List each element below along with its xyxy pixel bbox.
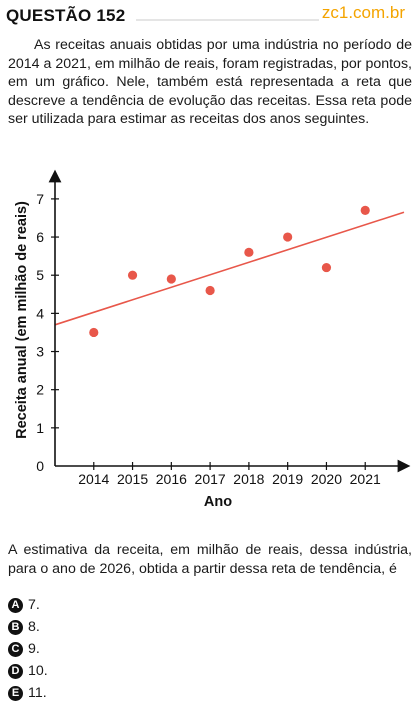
option-a[interactable]: A 7. [8,594,48,616]
question-number: QUESTÃO 152 [6,6,126,25]
option-b[interactable]: B 8. [8,616,48,638]
x-tick-label-2016: 2016 [156,471,187,487]
question-prompt: A estimativa da receita, em milhão de re… [8,542,412,577]
y-tick-label-4: 4 [36,305,44,321]
x-tick-label-2014: 2014 [78,471,109,487]
x-tick-label-2018: 2018 [233,471,264,487]
option-d[interactable]: D 10. [8,660,48,682]
question-statement: As receitas anuais obtidas por uma indús… [8,37,412,128]
y-tick-label-6: 6 [36,229,44,245]
data-point-2014 [89,327,99,338]
option-text: 10. [28,663,48,679]
option-c[interactable]: C 9. [8,638,48,660]
header-divider [136,19,408,21]
brand-logo: zc1.com.br [318,3,408,23]
data-point-2020 [321,262,332,273]
data-point-2019 [283,232,293,242]
x-tick-label-2021: 2021 [350,471,381,487]
data-point-2018 [244,247,254,257]
option-letter: A [8,597,23,613]
option-letter: B [8,619,23,635]
option-text: 7. [28,597,40,613]
x-tick-label-2017: 2017 [195,471,226,487]
trend-line [54,211,405,326]
data-point-2021 [360,205,370,215]
option-text: 8. [28,619,40,635]
option-letter: D [8,663,23,679]
option-letter: E [8,685,23,701]
y-tick-label-0: 0 [36,458,44,474]
option-text: 9. [28,641,40,657]
y-tick-label-5: 5 [36,267,44,283]
y-axis-label: Receita anual (em milhão de reais) [14,201,30,439]
y-tick-label-2: 2 [36,382,44,398]
x-tick-label-2015: 2015 [117,471,148,487]
x-tick-label-2020: 2020 [311,471,342,487]
x-tick-label-2019: 2019 [272,471,303,487]
answer-options: A 7. B 8. C 9. D 10. E 11. [8,594,48,704]
data-point-2017 [205,285,215,296]
y-tick-label-1: 1 [36,420,44,436]
y-tick-label-7: 7 [36,191,44,207]
option-text: 11. [28,685,47,701]
option-letter: C [8,641,23,657]
x-axis-label: Ano [204,494,232,510]
option-e[interactable]: E 11. [8,682,48,704]
revenue-chart: 0 1 2 3 4 5 6 7 2014 2015 2016 2017 2018 2019 2020 2021… [14,169,411,510]
data-point-2016 [166,274,176,284]
question-header: QUESTÃO 152 zc1.com.br [6,3,414,26]
y-tick-label-3: 3 [36,344,44,360]
data-point-2015 [127,270,138,280]
